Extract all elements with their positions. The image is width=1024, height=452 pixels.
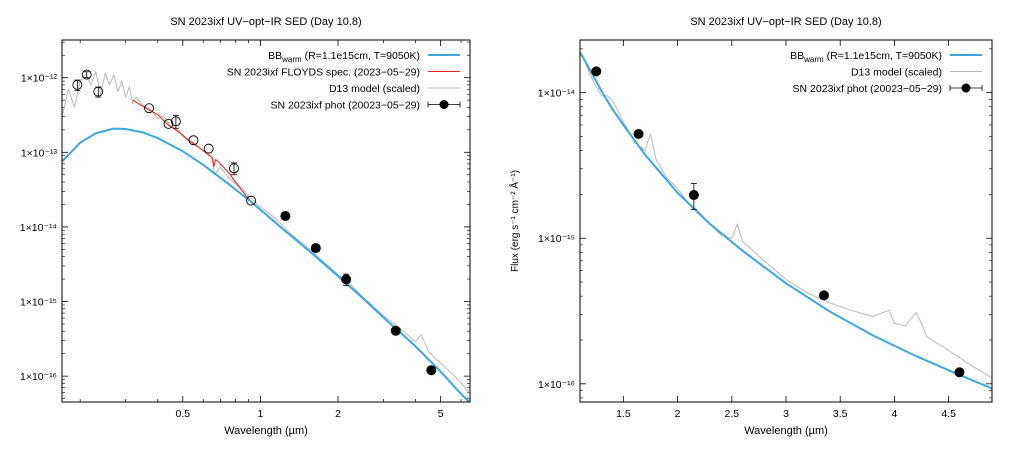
- series-line: [62, 71, 470, 395]
- legend-marker: [961, 83, 971, 93]
- series-line: [62, 127, 470, 402]
- data-point: [341, 274, 352, 285]
- data-point-open: [163, 118, 174, 129]
- y-tick-label: 1×10⁻¹⁶: [538, 379, 575, 391]
- y-tick-label: 1×10⁻¹⁴: [538, 88, 575, 100]
- x-tick-label: 4: [891, 408, 897, 420]
- y-tick-label: 1×10⁻¹⁴: [20, 222, 57, 234]
- data-point-open: [188, 135, 199, 146]
- data-point: [633, 129, 644, 140]
- legend-label: BBwarm (R=1.1e15cm, T=9050K): [790, 50, 942, 64]
- x-tick-label: 2.5: [724, 408, 739, 420]
- x-tick-label: 0.5: [175, 408, 190, 420]
- x-tick-label: 1: [257, 408, 263, 420]
- data-point-open: [246, 195, 257, 206]
- data-point-open: [203, 143, 214, 154]
- x-tick-label: 3: [783, 408, 789, 420]
- data-point-open: [229, 163, 239, 174]
- data-point-open: [72, 79, 83, 90]
- x-tick-label: 1.5: [616, 408, 631, 420]
- legend-marker: [439, 100, 449, 109]
- plot-frame: [579, 39, 993, 403]
- y-tick-label: 1×10⁻¹²: [21, 73, 58, 85]
- x-tick-label: 5: [438, 408, 444, 420]
- data-point: [818, 290, 829, 301]
- series-line: [132, 99, 259, 209]
- legend-label: SN 2023ixf phot (20023−05−29): [793, 83, 942, 95]
- y-axis-label: Flux (erg s⁻¹ cm⁻² Å⁻¹): [508, 170, 521, 272]
- data-point: [310, 243, 321, 254]
- data-point-open: [144, 103, 155, 114]
- y-tick-label: 1×10⁻¹⁵: [20, 297, 57, 309]
- data-point-open: [81, 69, 92, 80]
- y-tick-label: 1×10⁻¹⁵: [538, 233, 575, 245]
- data-point: [426, 365, 437, 376]
- legend: BBwarm (R=1.1e15cm, T=9050K) SN 2023ixf F…: [227, 50, 461, 112]
- legend-label: SN 2023ixf FLOYDS spec. (2023−05−29): [227, 67, 420, 79]
- x-axis-label: Wavelength (µm): [744, 425, 828, 437]
- data-point: [390, 325, 401, 336]
- y-tick-label: 1×10⁻¹³: [21, 147, 58, 159]
- plot-frame: [61, 39, 471, 403]
- chart-panel-2: SN 2023ixf UV−opt−IR SED (Day 10.8) Wavel…: [508, 16, 993, 437]
- x-tick-label: 2: [675, 408, 681, 420]
- plot-area: [62, 69, 470, 402]
- data-point: [280, 211, 291, 222]
- data-point: [688, 190, 699, 201]
- series-line: [580, 51, 992, 390]
- chart-title: SN 2023ixf UV−opt−IR SED (Day 10.8): [690, 16, 881, 28]
- x-tick-label: 4.5: [941, 408, 956, 420]
- chart-title: SN 2023ixf UV−opt−IR SED (Day 10.8): [170, 16, 361, 28]
- legend-label: BBwarm (R=1.1e15cm, T=9050K): [268, 50, 420, 64]
- data-point: [954, 367, 965, 378]
- plot-area: [580, 51, 992, 390]
- legend-label: D13 model (scaled): [329, 83, 420, 95]
- series-line: [584, 62, 992, 379]
- legend-label: D13 model (scaled): [851, 67, 942, 79]
- x-tick-label: 2: [335, 408, 341, 420]
- legend-label: SN 2023ixf phot (20023−05−29): [271, 100, 420, 112]
- data-point-open: [93, 86, 104, 97]
- data-point: [591, 66, 602, 77]
- y-tick-label: 1×10⁻¹⁶: [20, 371, 57, 383]
- data-point-open: [170, 116, 181, 127]
- x-axis-label: Wavelength (µm): [224, 425, 308, 437]
- legend: BBwarm (R=1.1e15cm, T=9050K) D13 model (s…: [790, 50, 983, 95]
- x-tick-label: 3.5: [833, 408, 848, 420]
- chart-panel-1: SN 2023ixf UV−opt−IR SED (Day 10.8) Wavel…: [20, 16, 471, 437]
